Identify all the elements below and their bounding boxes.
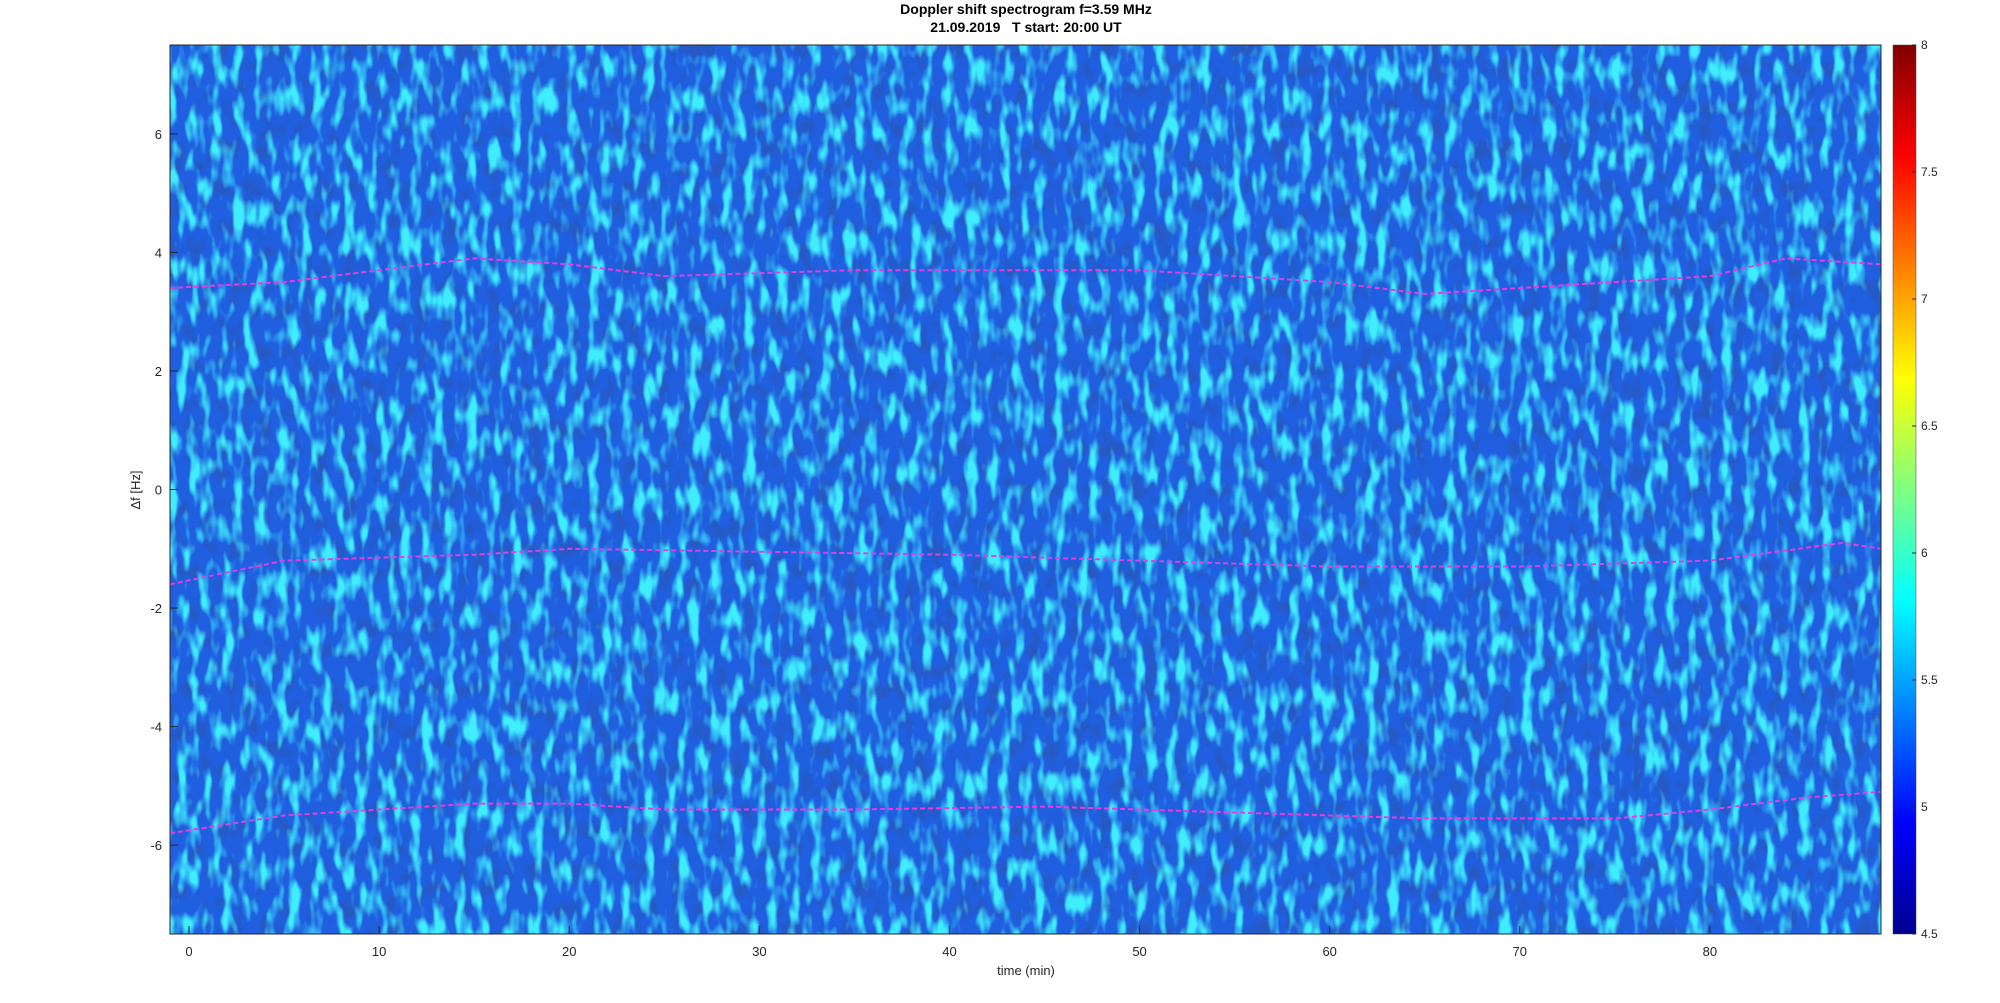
x-tick-label: 30 — [752, 944, 766, 959]
colorbar-tick-label: 7 — [1921, 292, 1928, 306]
colorbar-tick-label: 6 — [1921, 546, 1928, 560]
spectrogram-texture — [170, 45, 1881, 934]
chart-subtitle: 21.09.2019 T start: 20:00 UT — [930, 19, 1122, 35]
x-tick-label: 70 — [1513, 944, 1527, 959]
x-tick-label: 60 — [1322, 944, 1336, 959]
colorbar-tick-label: 5.5 — [1921, 673, 1938, 687]
trace-line — [169, 257, 1882, 295]
colorbar — [1892, 44, 1917, 935]
y-axis-label: Δf [Hz] — [128, 470, 143, 509]
trace-line — [169, 541, 1882, 586]
colorbar-tick-label: 5 — [1921, 800, 1928, 814]
plot-area — [169, 45, 1882, 934]
x-tick-label: 20 — [562, 944, 576, 959]
y-tick-label: 6 — [155, 127, 162, 142]
chart-title: Doppler shift spectrogram f=3.59 MHz — [900, 1, 1152, 17]
y-tick-label: -6 — [150, 838, 162, 853]
x-tick-label: 0 — [185, 944, 192, 959]
x-tick-label: 50 — [1132, 944, 1146, 959]
colorbar-tick-label: 7.5 — [1921, 165, 1938, 179]
trace-line — [169, 790, 1882, 835]
colorbar-tick-label: 6.5 — [1921, 419, 1938, 433]
y-tick-label: 4 — [155, 245, 162, 260]
x-axis-label: time (min) — [997, 963, 1055, 978]
y-tick-label: -4 — [150, 720, 162, 735]
y-tick-label: -2 — [150, 601, 162, 616]
x-tick-label: 80 — [1703, 944, 1717, 959]
x-tick-label: 10 — [372, 944, 386, 959]
colorbar-tick-label: 8 — [1921, 38, 1928, 52]
colorbar-tick-label: 4.5 — [1921, 927, 1938, 941]
y-tick-label: 0 — [155, 483, 162, 498]
x-tick-label: 40 — [942, 944, 956, 959]
y-tick-label: 2 — [155, 364, 162, 379]
